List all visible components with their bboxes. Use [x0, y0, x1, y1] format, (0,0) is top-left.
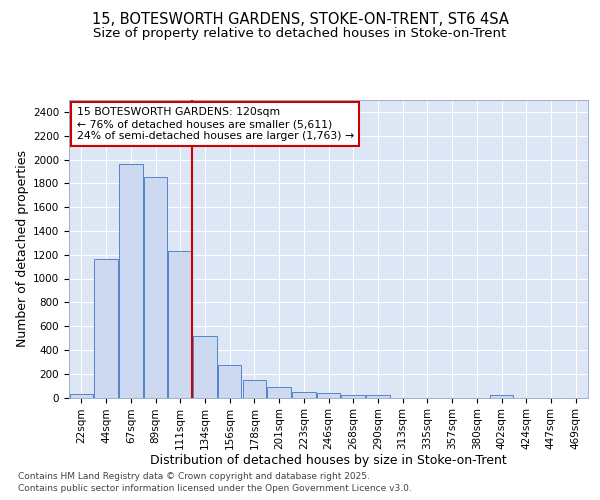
Text: 15, BOTESWORTH GARDENS, STOKE-ON-TRENT, ST6 4SA: 15, BOTESWORTH GARDENS, STOKE-ON-TRENT, …: [92, 12, 508, 28]
Bar: [94, 260, 118, 398]
Bar: [193, 336, 217, 398]
Bar: [366, 396, 389, 398]
X-axis label: Distribution of detached houses by size in Stoke-on-Trent: Distribution of detached houses by size …: [150, 454, 507, 466]
Text: 15 BOTESWORTH GARDENS: 120sqm
← 76% of detached houses are smaller (5,611)
24% o: 15 BOTESWORTH GARDENS: 120sqm ← 76% of d…: [77, 108, 354, 140]
Text: Contains HM Land Registry data © Crown copyright and database right 2025.: Contains HM Land Registry data © Crown c…: [18, 472, 370, 481]
Bar: [490, 396, 513, 398]
Text: Contains public sector information licensed under the Open Government Licence v3: Contains public sector information licen…: [18, 484, 412, 493]
Y-axis label: Number of detached properties: Number of detached properties: [16, 150, 29, 348]
Bar: [119, 164, 143, 398]
Text: Size of property relative to detached houses in Stoke-on-Trent: Size of property relative to detached ho…: [94, 28, 506, 40]
Bar: [242, 380, 266, 398]
Bar: [144, 178, 167, 398]
Bar: [268, 387, 291, 398]
Bar: [169, 251, 192, 398]
Bar: [317, 392, 340, 398]
Bar: [70, 394, 93, 398]
Bar: [218, 366, 241, 398]
Bar: [341, 395, 365, 398]
Bar: [292, 392, 316, 398]
